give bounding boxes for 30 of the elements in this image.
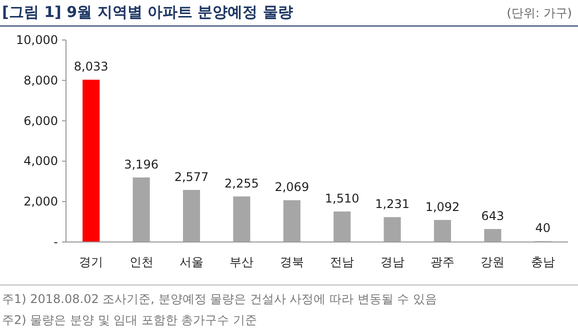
text: 주1) 2018.08.02 조사기준, 분양예정 물량은 건설사 사정에 따라 변동될 수 있음: [2, 292, 437, 306]
text: 주2) 물량은 분양 및 임대 포함한 총가구수 기준: [2, 313, 258, 327]
y-tick-label: 2,000: [24, 194, 58, 209]
data-label: 3,196: [124, 157, 158, 172]
chart-subtitle: (단위: 가구): [506, 6, 572, 20]
y-tick-label: 4,000: [24, 154, 58, 168]
y-tick-label: 6,000: [24, 114, 58, 128]
data-label: 2,069: [274, 180, 310, 194]
x-tick-label: 경북: [280, 255, 304, 269]
data-label: 40: [535, 221, 551, 236]
y-tick-label: 10,000: [16, 33, 58, 47]
x-tick-label: 경기: [79, 255, 104, 269]
data-label: 1,231: [375, 197, 410, 212]
x-tick-label: 경남: [380, 255, 404, 269]
x-tick-label: 부산: [230, 255, 254, 269]
chart-title: [그림 1] 9월 지역별 아파트 분양예정 물량: [2, 3, 293, 21]
x-tick-label: 서울: [180, 255, 204, 269]
x-tick-label: 강원: [480, 255, 505, 269]
x-tick-label: 충남: [530, 255, 555, 269]
x-tick-label: 광주: [430, 255, 454, 269]
y-tick-label: 8,000: [24, 73, 58, 88]
data-label: 8,033: [74, 60, 108, 74]
data-label: 1,510: [324, 192, 360, 206]
data-label: 2,255: [224, 176, 259, 190]
data-label: 1,092: [425, 200, 460, 214]
x-tick-label: 전남: [330, 255, 354, 269]
x-tick-label: 인천: [129, 255, 154, 269]
data-label: 2,577: [174, 170, 209, 184]
data-label: 643: [481, 209, 504, 224]
y-tick-label: -: [54, 235, 58, 249]
